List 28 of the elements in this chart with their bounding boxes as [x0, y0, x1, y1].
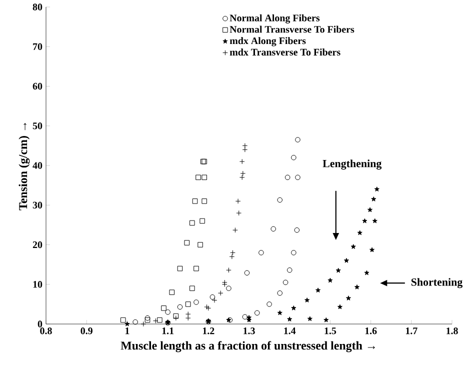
x-tick-label: 1.7: [406, 328, 418, 334]
x-tick-label: 1: [126, 328, 130, 334]
y-tick-label: 50: [32, 122, 42, 130]
y-tick-label: 30: [32, 202, 42, 208]
annotation: Shortening: [411, 278, 463, 288]
legend-label: mdx Transverse To Fibers: [230, 48, 340, 56]
y-tick-label: 80: [32, 4, 42, 10]
y-axis-title: Tension (g/cm) →: [18, 122, 30, 210]
y-tick-label: 40: [32, 162, 42, 169]
x-tick-label: 1.6: [365, 328, 377, 334]
y-tick-label: 70: [33, 43, 42, 50]
x-tick-label: 0.9: [80, 328, 92, 334]
x-tick-label: 1.8: [446, 328, 458, 334]
x-tick-label: 1.3: [244, 328, 255, 334]
x-tick-label: 1.2: [202, 328, 214, 334]
x-tick-label: 1.5: [324, 328, 336, 334]
y-tick-label: 0: [38, 320, 42, 328]
x-tick-label: 1.1: [162, 328, 174, 334]
y-tick-label: 10: [33, 281, 42, 288]
legend-label: Normal Along Fibers: [230, 14, 320, 24]
y-tick-label: 60: [32, 82, 42, 90]
legend-label: mdx Along Fibers: [230, 37, 306, 46]
legend-label: Normal Transverse To Fibers: [230, 26, 354, 33]
annotation: Lengthening: [322, 160, 382, 170]
x-tick-label: 1.4: [284, 328, 296, 334]
x-axis-title: Muscle length as a fraction of unstressed length →: [120, 341, 375, 352]
y-tick-label: 20: [32, 241, 42, 248]
x-tick-label: 0.8: [40, 328, 52, 334]
